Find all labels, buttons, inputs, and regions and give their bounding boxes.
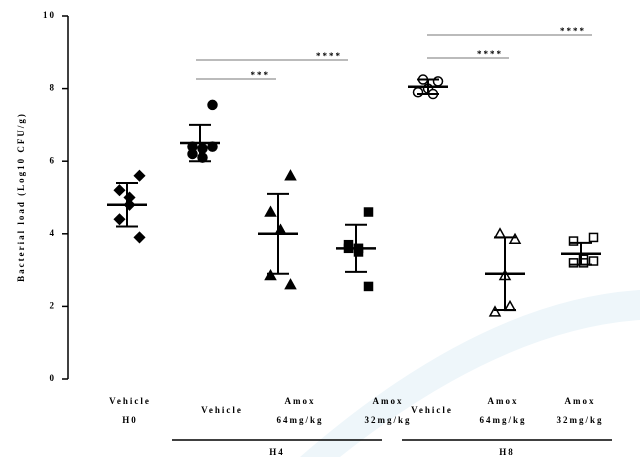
y-axis-label: Bacterial load (Log10 CFU/g) bbox=[16, 112, 26, 282]
point bbox=[207, 99, 218, 111]
y-tick-label: 10 bbox=[43, 10, 56, 20]
point bbox=[363, 207, 374, 217]
error-bar bbox=[570, 241, 592, 266]
error-bar bbox=[189, 123, 211, 163]
point bbox=[508, 232, 522, 244]
point bbox=[588, 256, 599, 266]
point bbox=[284, 278, 297, 290]
x-tick-label: Amox bbox=[488, 396, 519, 406]
x-tick-label: Amox bbox=[565, 396, 596, 406]
point bbox=[568, 236, 579, 246]
x-tick-label: 32mg/kg bbox=[364, 415, 411, 425]
point bbox=[284, 169, 297, 181]
x-tick-label: 64mg/kg bbox=[276, 415, 323, 425]
error-bar bbox=[417, 78, 439, 96]
point bbox=[264, 205, 277, 217]
x-tick-label: H0 bbox=[122, 415, 138, 425]
x-tick-label: Vehicle bbox=[109, 396, 151, 406]
point bbox=[578, 258, 589, 268]
group-label: H4 bbox=[269, 447, 285, 457]
significance-label: *** bbox=[251, 70, 271, 80]
x-tick-label: Vehicle bbox=[201, 405, 243, 415]
point bbox=[412, 86, 424, 98]
point bbox=[363, 281, 374, 292]
point bbox=[133, 169, 146, 182]
y-tick-label: 8 bbox=[50, 83, 57, 93]
y-tick-label: 6 bbox=[50, 155, 57, 165]
x-tick-label: 64mg/kg bbox=[479, 415, 526, 425]
error-bar bbox=[116, 181, 138, 228]
x-tick-label: 32mg/kg bbox=[556, 415, 603, 425]
point bbox=[133, 231, 146, 244]
significance-label: **** bbox=[477, 49, 503, 59]
point bbox=[264, 269, 277, 281]
point bbox=[568, 258, 579, 268]
point bbox=[588, 232, 599, 243]
watermark bbox=[300, 290, 640, 457]
y-tick-label: 2 bbox=[50, 300, 57, 310]
point bbox=[488, 305, 502, 317]
x-tick-label: Amox bbox=[285, 396, 316, 406]
x-tick-label: Amox bbox=[373, 396, 404, 406]
y-tick-label: 0 bbox=[50, 373, 57, 383]
point bbox=[113, 184, 126, 197]
y-tick-label: 4 bbox=[50, 228, 57, 238]
error-bar bbox=[494, 236, 516, 312]
significance-label: **** bbox=[316, 51, 342, 61]
x-tick-label: Vehicle bbox=[411, 405, 453, 415]
group-label: H8 bbox=[499, 447, 515, 457]
point bbox=[113, 213, 126, 226]
error-bar bbox=[345, 223, 367, 273]
point bbox=[187, 148, 198, 160]
error-bar bbox=[267, 192, 289, 275]
significance-label: **** bbox=[560, 26, 586, 36]
point bbox=[432, 76, 444, 87]
